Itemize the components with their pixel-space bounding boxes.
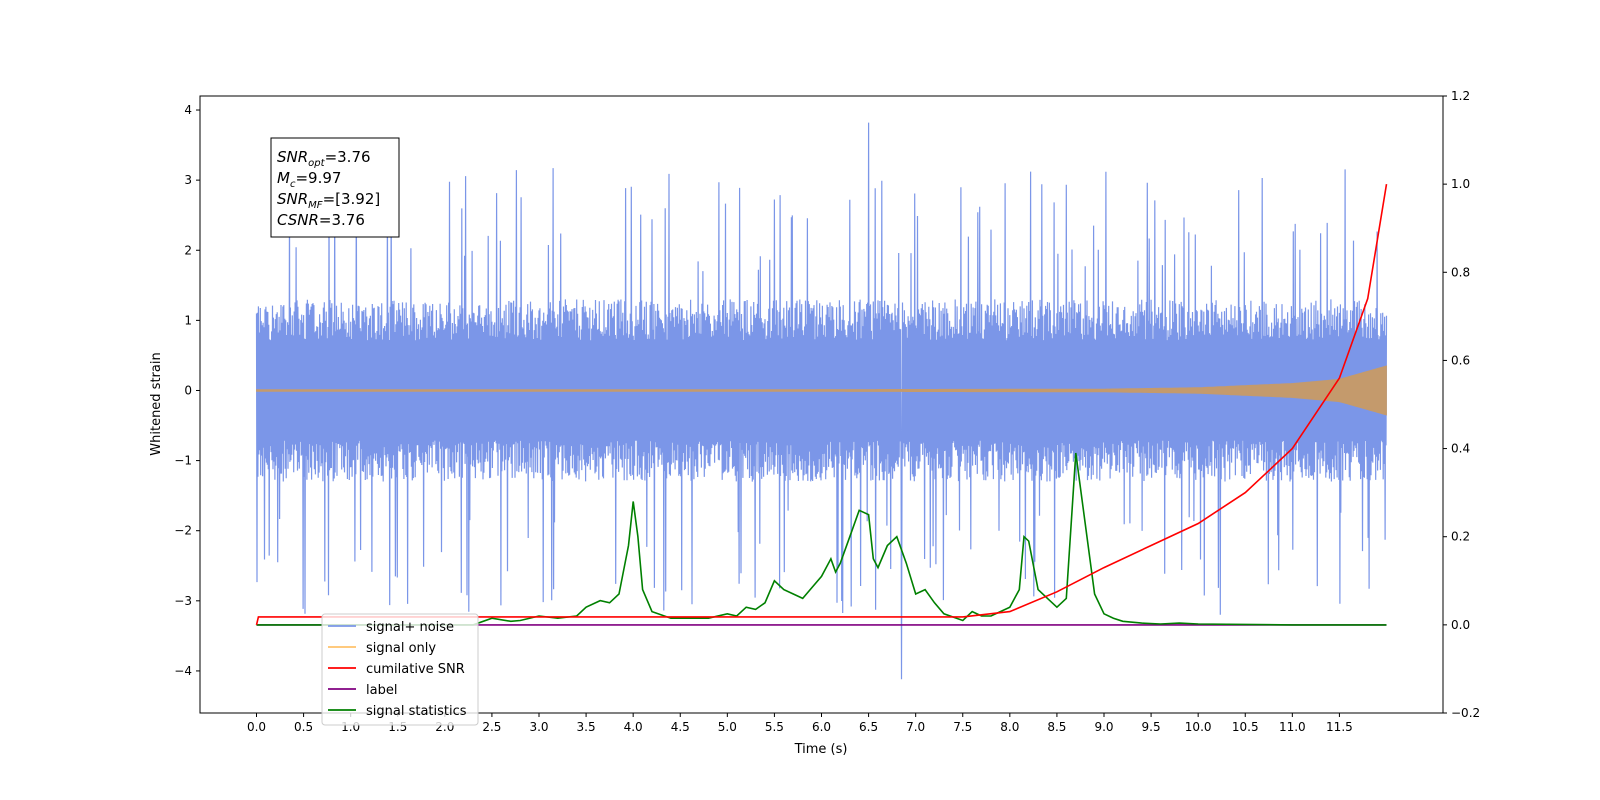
y2-tick-label: 0.8 xyxy=(1451,265,1470,279)
x-tick-label: 0.0 xyxy=(247,720,266,734)
legend: signal+ noise signal only cumilative SNR la… xyxy=(321,613,479,726)
series-signal-statistics xyxy=(256,452,1387,626)
x-tick-label: 5.0 xyxy=(718,720,737,734)
x-tick-label: 3.5 xyxy=(577,720,596,734)
y-tick-label: 2 xyxy=(184,243,192,257)
x-tick-label: 10.0 xyxy=(1185,720,1212,734)
y2-tick-label: −0.2 xyxy=(1451,706,1480,720)
x-tick-label: 0.5 xyxy=(294,720,313,734)
x-tick-label: 3.0 xyxy=(529,720,548,734)
x-tick-label: 11.5 xyxy=(1326,720,1353,734)
x-tick-label: 10.5 xyxy=(1232,720,1259,734)
x-tick-label: 8.5 xyxy=(1047,720,1066,734)
y-tick-label: 1 xyxy=(184,313,192,327)
y-axis-label: Whitened strain xyxy=(149,352,164,455)
y-tick-label: 3 xyxy=(184,173,192,187)
series-cumilative-snr xyxy=(255,183,1388,626)
legend-label: signal only xyxy=(366,641,436,656)
x-tick-label: 5.5 xyxy=(765,720,784,734)
x-tick-label: 7.5 xyxy=(953,720,972,734)
y-tick-label: 0 xyxy=(184,383,192,397)
annotation-line: Mc=9.97 xyxy=(277,169,341,190)
annotation-line: SNRopt=3.76 xyxy=(277,148,371,169)
annotation-line: SNRMF=[3.92] xyxy=(277,190,380,211)
x-tick-label: 7.0 xyxy=(906,720,925,734)
y2-tick-label: 1.2 xyxy=(1451,89,1470,103)
legend-label: cumilative SNR xyxy=(366,662,465,677)
legend-label: label xyxy=(366,683,397,698)
series-signal-only xyxy=(256,365,1387,416)
x-tick-label: 6.5 xyxy=(859,720,878,734)
y2-tick-label: 0.0 xyxy=(1451,618,1470,632)
annotation-frame xyxy=(270,137,400,238)
y2-tick-label: 0.6 xyxy=(1451,353,1470,367)
y-tick-label: −1 xyxy=(174,454,192,468)
legend-frame xyxy=(321,613,479,726)
y2-tick-label: 0.4 xyxy=(1451,442,1470,456)
y2-tick-label: 0.2 xyxy=(1451,530,1470,544)
x-tick-label: 6.0 xyxy=(812,720,831,734)
y-tick-label: −2 xyxy=(174,524,192,538)
y2-tick-label: 1.0 xyxy=(1451,177,1470,191)
legend-label: signal+ noise xyxy=(366,620,454,635)
x-tick-label: 4.0 xyxy=(624,720,643,734)
x-tick-label: 11.0 xyxy=(1279,720,1306,734)
x-tick-label: 2.5 xyxy=(482,720,501,734)
annotation-line: CSNR=3.76 xyxy=(277,211,365,229)
series-signal-noise xyxy=(255,122,1388,680)
y-tick-label: −4 xyxy=(174,664,192,678)
x-tick-label: 9.5 xyxy=(1142,720,1161,734)
legend-label: signal statistics xyxy=(366,704,467,719)
x-tick-label: 4.5 xyxy=(671,720,690,734)
y-tick-label: −3 xyxy=(174,594,192,608)
x-tick-label: 8.0 xyxy=(1000,720,1019,734)
y-tick-label: 4 xyxy=(184,103,192,117)
x-axis-label: Time (s) xyxy=(794,742,848,757)
x-tick-label: 9.0 xyxy=(1094,720,1113,734)
